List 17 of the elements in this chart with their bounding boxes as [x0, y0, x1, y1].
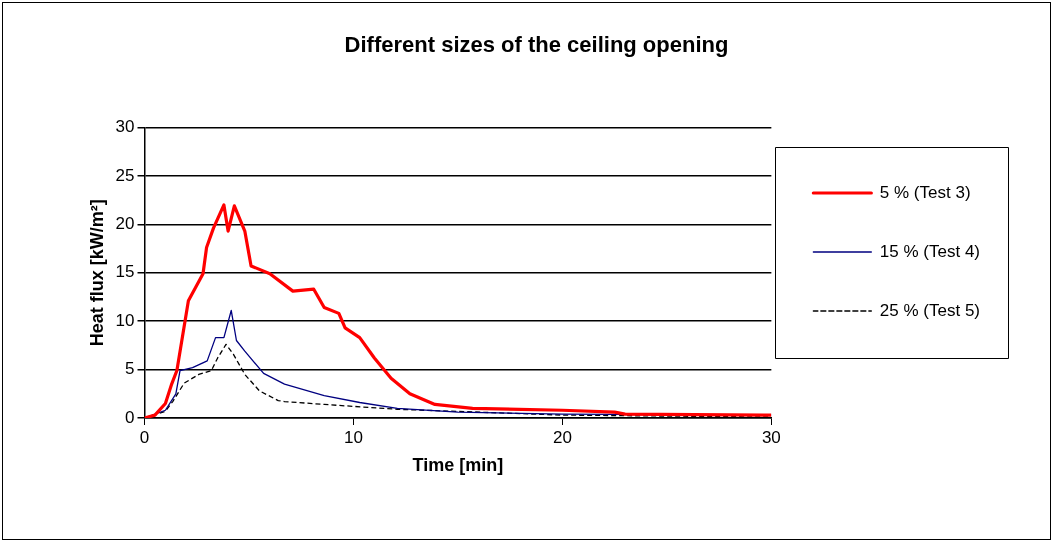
y-axis-title: Heat flux [kW/m²] [86, 199, 107, 347]
y-tick-label: 15 [115, 262, 135, 282]
legend-label: 5 % (Test 3) [879, 182, 971, 202]
x-tick-label: 0 [139, 427, 150, 447]
x-axis-title: Time [min] [412, 455, 504, 476]
chart-title: Different sizes of the ceiling opening [344, 32, 729, 58]
y-tick-label: 10 [115, 310, 135, 330]
y-tick-label: 0 [125, 407, 135, 427]
x-tick-label: 30 [761, 427, 781, 447]
x-tick-label: 20 [552, 427, 572, 447]
legend-label: 25 % (Test 5) [879, 300, 981, 320]
x-tick-label: 10 [344, 427, 363, 447]
y-tick-label: 20 [115, 213, 135, 233]
y-tick-label: 30 [115, 117, 135, 137]
y-tick-label: 5 [125, 359, 135, 379]
legend-label: 15 % (Test 4) [879, 241, 981, 261]
y-tick-label: 25 [115, 165, 135, 185]
